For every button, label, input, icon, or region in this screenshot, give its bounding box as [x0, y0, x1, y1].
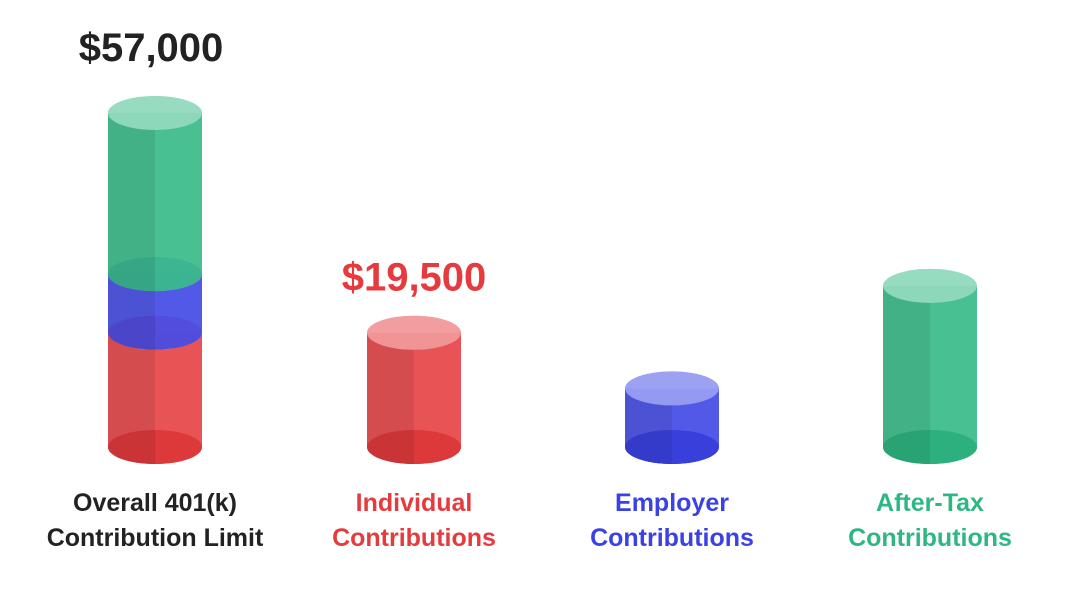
category-label: Overall 401(k) Contribution Limit	[46, 489, 264, 552]
cylinder-body	[108, 274, 202, 350]
cylinder-side-shade	[108, 332, 155, 464]
cylinder-top-light	[883, 268, 977, 303]
value-label: $19,500	[342, 256, 487, 300]
cylinder-body	[108, 113, 202, 292]
category-label: Employer Contributions	[590, 489, 754, 552]
cylinder-top-light	[367, 315, 461, 350]
cylinder-body	[367, 332, 461, 464]
cylinder-top-light	[108, 96, 202, 130]
cylinder-side-shade	[108, 274, 155, 350]
cylinder-body	[108, 332, 202, 464]
cylinder-top	[883, 268, 977, 303]
cylinder-top	[625, 371, 719, 406]
cylinder-side-shade	[367, 332, 414, 464]
cylinder-top-light	[625, 371, 719, 406]
value-label: $57,000	[79, 26, 224, 70]
cylinder-side-shade	[625, 388, 672, 464]
cylinder-top	[108, 96, 202, 130]
category-label: After-Tax Contributions	[848, 489, 1012, 552]
cylinder-side-shade	[883, 285, 930, 464]
category-label: Individual Contributions	[332, 489, 496, 552]
cylinder-body	[883, 285, 977, 464]
cylinder-body	[625, 388, 719, 464]
cylinder-top	[367, 315, 461, 350]
cylinder-side-shade	[108, 113, 155, 292]
